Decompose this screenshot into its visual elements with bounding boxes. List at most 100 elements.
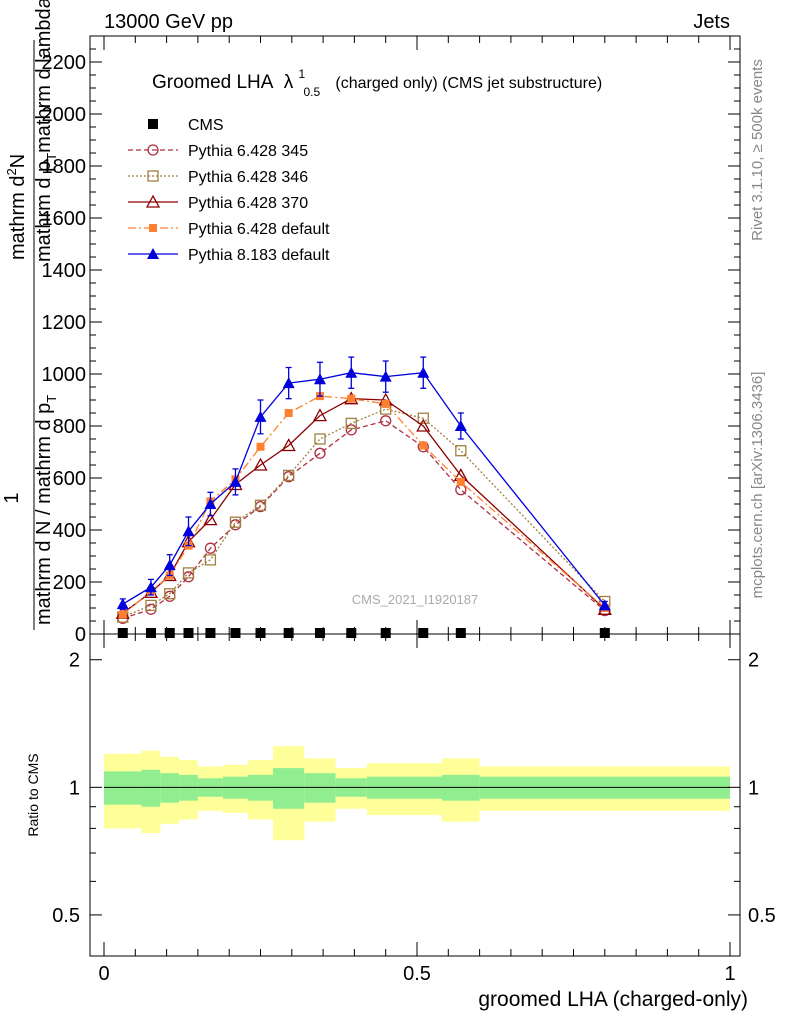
ratio-bands: [104, 746, 730, 841]
legend-marker: [149, 224, 157, 232]
series-cms: [117, 628, 610, 638]
data-point-p8def: [204, 498, 217, 509]
y-tick-label: 2200: [42, 52, 87, 74]
series-p8def: [116, 356, 611, 611]
legend-label: CMS: [188, 117, 224, 134]
legend-item-p8def: Pythia 8.183 default: [128, 247, 330, 264]
data-point-p345: [145, 603, 157, 615]
x-tick-label: 1: [724, 963, 735, 985]
data-point-p8def: [144, 581, 157, 593]
data-point-p370: [253, 457, 268, 471]
data-point-p8def: [454, 420, 467, 431]
data-point-p345: [455, 484, 467, 496]
header-left: 13000 GeV pp: [104, 11, 233, 33]
ratio-band-inner: [273, 768, 305, 809]
y-tick-label: 400: [53, 520, 86, 542]
data-point-p345: [380, 415, 392, 427]
ratio-y-label: Ratio to CMS: [25, 753, 41, 836]
series-line-p345: [122, 420, 606, 620]
legend-marker: [147, 248, 159, 259]
ratio-y-tick-label: 2: [69, 650, 80, 672]
series-line-p6def: [122, 395, 606, 615]
ratio-y-axis: 0.5 0.5 1 1 2 2: [52, 650, 776, 927]
ratio-y-tick-label: 1: [69, 777, 80, 799]
data-point-p345: [314, 447, 326, 459]
ratio-y-tick-label-right: 1: [748, 777, 759, 799]
data-point-p8def: [379, 370, 392, 382]
data-point-p346: [345, 417, 357, 430]
data-point-cms: [117, 628, 128, 638]
y-tick-label: 2000: [42, 104, 87, 126]
data-point-p346: [283, 469, 295, 482]
ylabel-top-fraction-den: mathrm d pTmathrm d lambda: [33, 0, 59, 262]
legend-label: Pythia 6.428 default: [188, 221, 330, 238]
data-point-p346: [229, 516, 242, 528]
legend-marker: [148, 119, 158, 129]
data-point-p8def: [417, 366, 430, 378]
ratio-y-tick-label-right: 0.5: [748, 905, 776, 927]
main-y-axis: 0 200 400 600 800 1000 1200 1400 1600 1800 2000 220…: [42, 48, 740, 646]
title-main: Groomed LHA: [152, 72, 274, 93]
data-point-p346: [204, 554, 217, 566]
x-tick-label: 0: [98, 963, 109, 985]
data-point-p370: [312, 408, 328, 422]
legend: CMS Pythia 6.428 345 Pythia 6.428 346 Pythi…: [128, 117, 330, 264]
data-point-p345: [345, 424, 357, 436]
series-line-p370: [122, 398, 606, 614]
data-point-p6def: [118, 610, 127, 619]
data-point-cms: [205, 628, 216, 638]
y-tick-label: 600: [53, 468, 86, 490]
data-point-p6def: [419, 441, 428, 450]
data-point-p346: [164, 588, 176, 600]
data-point-cms: [145, 628, 156, 638]
title-rest: (charged only) (CMS jet substructure): [335, 75, 602, 92]
data-point-p8def: [229, 475, 242, 487]
data-point-p8def: [182, 525, 195, 537]
data-point-p346: [182, 567, 195, 579]
data-point-cms: [346, 628, 357, 638]
data-point-p370: [416, 418, 431, 432]
y-tick-label: 1400: [42, 260, 87, 282]
data-point-p8def: [163, 559, 176, 571]
data-point-p8def: [345, 366, 358, 378]
data-point-cms: [455, 628, 466, 638]
y-tick-label: 1200: [42, 312, 87, 334]
data-point-cms: [418, 628, 429, 638]
ratio-panel: 0.5 0.5 1 1 2 2 0 0.5 1 Ratio to CMS groomed LH…: [25, 633, 776, 1011]
y-tick-label: 0: [75, 624, 86, 646]
ratio-y-tick-label: 0.5: [52, 905, 80, 927]
data-point-p346: [417, 412, 429, 424]
x-tick-label: 0.5: [403, 963, 431, 985]
data-point-cms: [314, 628, 325, 638]
data-point-p8def: [598, 599, 611, 611]
ylabel-bottom-num: 1: [1, 492, 23, 503]
legend-item-p6def: Pythia 6.428 default: [128, 221, 330, 238]
legend-label: Pythia 6.428 346: [188, 169, 308, 186]
data-point-p6def: [347, 394, 356, 403]
ratio-band-inner: [160, 773, 180, 803]
y-tick-label: 1000: [42, 364, 87, 386]
legend-label: Pythia 8.183 default: [188, 247, 330, 264]
main-y-label: mathrm d2N mathrm d pTmathrm d lambda 1 …: [1, 0, 59, 630]
ratio-band-inner: [104, 771, 142, 805]
series-line-p346: [122, 408, 606, 618]
ylabel-top-fraction-num: mathrm d2N: [4, 154, 29, 260]
main-x-ticks: [103, 36, 731, 634]
data-point-p345: [204, 542, 217, 554]
data-point-p8def: [282, 377, 295, 389]
data-point-p346: [314, 433, 326, 445]
data-point-p6def: [284, 409, 293, 417]
title-sup: 1: [298, 67, 305, 81]
ratio-y-tick-label-right: 2: [748, 650, 759, 672]
series-line-p8def: [122, 372, 606, 606]
title-lambda: λ: [284, 72, 294, 93]
data-point-p346: [455, 445, 467, 457]
analysis-watermark: CMS_2021_I1920187: [352, 592, 479, 607]
legend-label: Pythia 6.428 345: [188, 143, 308, 160]
data-point-p6def: [381, 399, 390, 408]
data-point-p370: [203, 512, 218, 526]
data-point-p370: [281, 438, 296, 452]
data-point-p346: [145, 599, 157, 612]
x-axis-label: groomed LHA (charged-only): [478, 988, 748, 1011]
